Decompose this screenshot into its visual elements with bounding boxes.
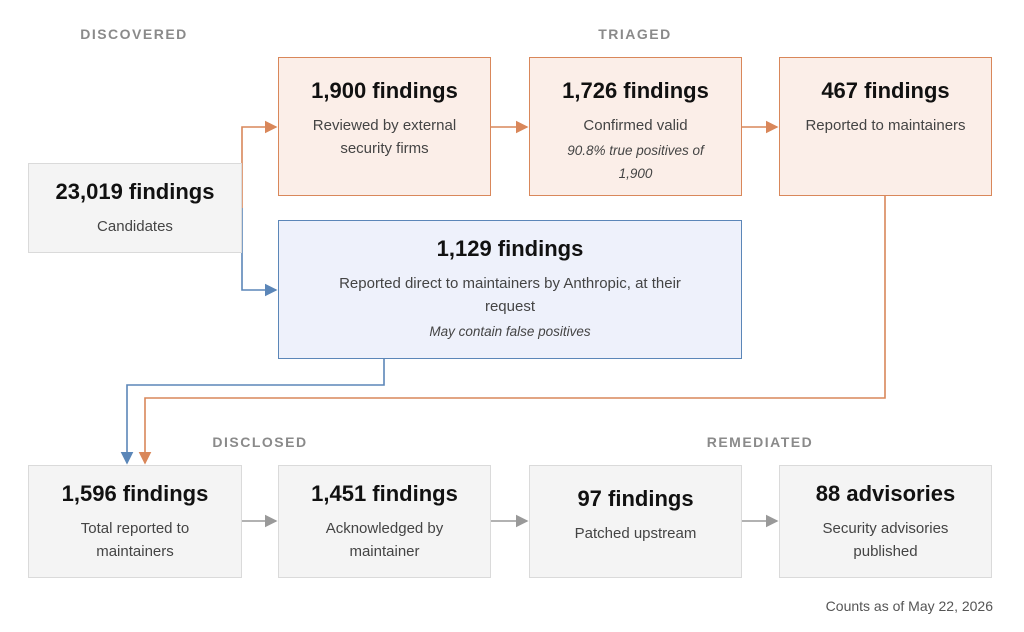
- node-title: 1,451 findings: [311, 480, 458, 506]
- stage-label: REMEDIATED: [706, 434, 814, 450]
- arrow: [241, 208, 278, 297]
- node-title: 467 findings: [821, 78, 950, 103]
- stage-label: DISCLOSED: [212, 434, 308, 450]
- node: 1,726 findings Confirmed valid 90.8% tru…: [529, 57, 742, 196]
- node-title: 1,596 findings: [61, 480, 209, 506]
- node-subtitle: Candidates: [97, 217, 173, 235]
- node: 1,129 findings Reported direct to mainta…: [278, 220, 742, 359]
- node: 1,900 findings Reviewed by external secu…: [278, 57, 491, 196]
- node-subtitle: Acknowledged by maintainer: [325, 519, 444, 560]
- node-subtitle: Confirmed valid: [583, 117, 688, 134]
- node-title: 1,129 findings: [436, 236, 584, 261]
- node-note: 90.8% true positives of 1,900: [567, 143, 704, 181]
- node-subtitle: Security advisories published: [822, 519, 949, 560]
- stage-label: DISCOVERED: [80, 26, 188, 42]
- node-subtitle: Reviewed by external security firms: [312, 117, 457, 157]
- node-title: 1,726 findings: [562, 78, 709, 103]
- node-title: 97 findings: [577, 486, 694, 511]
- node-title: 23,019 findings: [55, 178, 215, 204]
- node-title: 88 advisories: [815, 480, 956, 506]
- node-subtitle: Patched upstream: [574, 525, 697, 542]
- node: 1,596 findings Total reported to maintai…: [28, 465, 242, 578]
- node-subtitle: Total reported to maintainers: [80, 519, 190, 560]
- node: 467 findings Reported to maintainers: [779, 57, 992, 196]
- node: 88 advisories Security advisories publis…: [779, 465, 992, 578]
- node: 23,019 findings Candidates: [28, 163, 242, 253]
- node-subtitle: Reported direct to maintainers by Anthro…: [339, 275, 681, 315]
- node-title: 1,900 findings: [311, 78, 458, 103]
- node: 1,451 findings Acknowledged by maintaine…: [278, 465, 491, 578]
- node-subtitle: Reported to maintainers: [805, 117, 966, 134]
- node-note: May contain false positives: [429, 324, 591, 339]
- footnote: Counts as of May 22, 2026: [825, 598, 993, 614]
- arrow: [241, 120, 278, 208]
- node: 97 findings Patched upstream: [529, 465, 742, 578]
- arrow: [120, 359, 385, 465]
- stage-label: TRIAGED: [598, 26, 672, 42]
- arrow: [138, 196, 886, 465]
